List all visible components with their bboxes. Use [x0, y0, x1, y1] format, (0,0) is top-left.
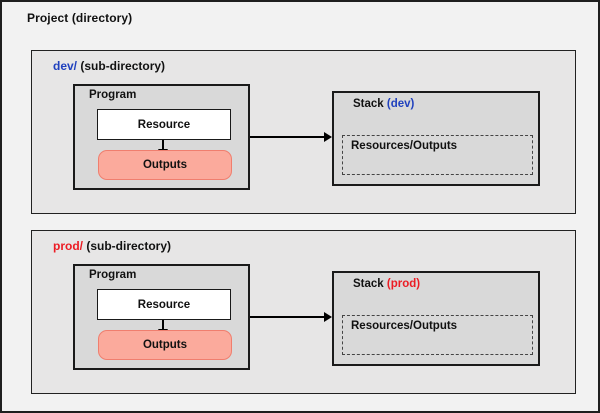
- resources-outputs-box-dev: Resources/Outputs: [342, 135, 533, 175]
- stack-title-dev: Stack (dev): [353, 98, 414, 110]
- resource-box-prod: Resource: [97, 289, 231, 320]
- program-box-prod: Program Resource Outputs: [73, 264, 250, 370]
- dir-suffix-dev: (sub-directory): [80, 59, 166, 73]
- arrow-head-right-dev: [324, 132, 332, 142]
- dir-label-dev: dev/ (sub-directory): [53, 59, 165, 73]
- arrow-head-right-prod: [324, 312, 332, 322]
- program-title-prod: Program: [89, 269, 137, 281]
- stack-box-dev: Stack (dev) Resources/Outputs: [332, 91, 540, 186]
- resource-box-dev: Resource: [97, 109, 231, 140]
- project-title: Project (directory): [27, 11, 133, 25]
- arrow-resource-to-outputs-prod: [162, 320, 164, 331]
- dir-name-prod: prod/: [53, 239, 83, 253]
- resources-outputs-box-prod: Resources/Outputs: [342, 315, 533, 355]
- outputs-box-dev: Outputs: [98, 150, 232, 180]
- subdirectory-dev: dev/ (sub-directory) Program Resource Ou…: [31, 50, 576, 214]
- stack-env-prod: (prod): [386, 278, 421, 290]
- stack-title-prod: Stack (prod): [353, 278, 420, 290]
- stack-title-text-dev: Stack: [353, 98, 384, 110]
- program-title-dev: Program: [89, 89, 137, 101]
- arrow-program-to-stack-prod: [250, 316, 326, 318]
- dir-name-dev: dev/: [53, 59, 78, 73]
- dir-suffix-prod: (sub-directory): [86, 239, 172, 253]
- stack-env-dev: (dev): [386, 98, 415, 110]
- arrow-resource-to-outputs-dev: [162, 140, 164, 151]
- dir-label-prod: prod/ (sub-directory): [53, 239, 171, 253]
- stack-title-text-prod: Stack: [353, 278, 384, 290]
- outputs-box-prod: Outputs: [98, 330, 232, 360]
- program-box-dev: Program Resource Outputs: [73, 84, 250, 190]
- arrow-program-to-stack-dev: [250, 136, 326, 138]
- stack-box-prod: Stack (prod) Resources/Outputs: [332, 271, 540, 366]
- subdirectory-prod: prod/ (sub-directory) Program Resource O…: [31, 230, 576, 394]
